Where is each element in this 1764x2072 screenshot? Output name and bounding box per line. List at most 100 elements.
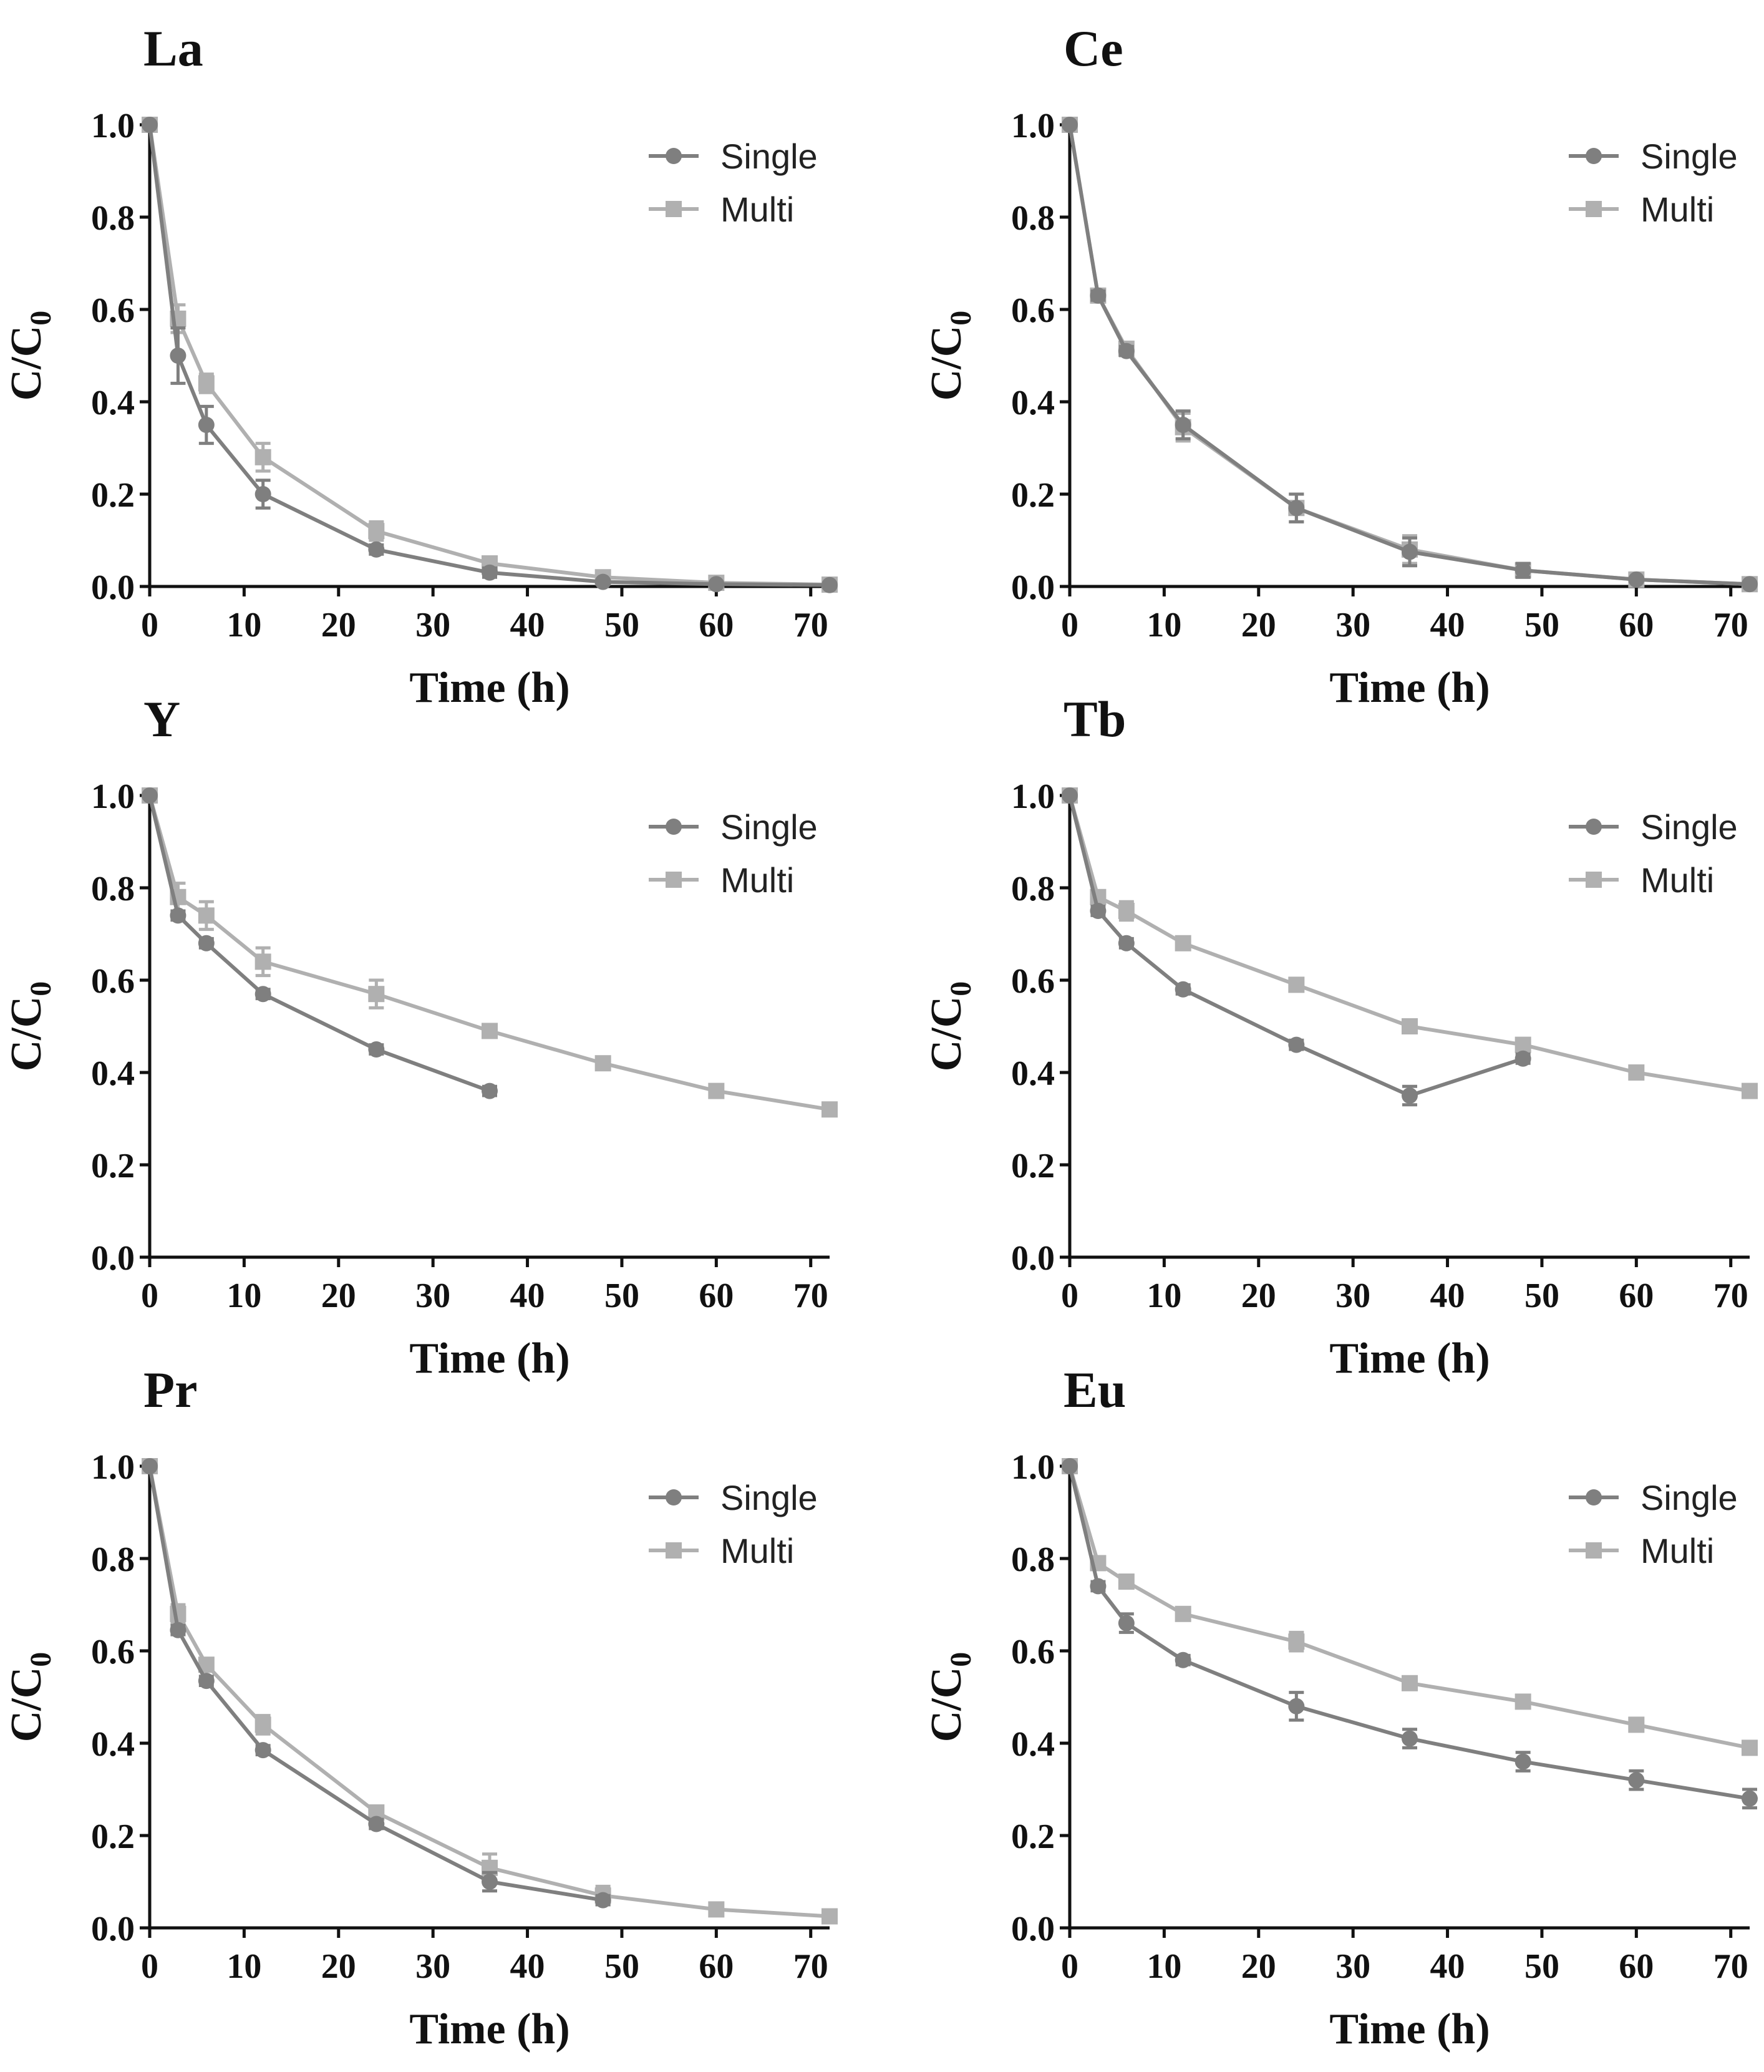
legend-marker-single [666, 148, 682, 164]
legend-label-single: Single [1640, 1478, 1738, 1517]
data-point-multi [1742, 1739, 1758, 1756]
legend: Single Multi [649, 137, 818, 229]
data-point-single [1288, 500, 1305, 517]
panel-title: Ce [1064, 20, 1123, 77]
data-point-single [1628, 1772, 1645, 1789]
x-tick-label: 40 [510, 1947, 545, 1986]
data-point-single [1402, 1087, 1418, 1104]
data-point-single [1742, 1790, 1758, 1807]
x-tick-label: 50 [604, 606, 639, 644]
x-tick-label: 10 [226, 1947, 261, 1986]
series-single [1062, 117, 1758, 593]
y-axis-label-main: C/C [2, 1667, 51, 1743]
series-single [142, 1458, 611, 1909]
panel-title: La [143, 20, 203, 77]
y-axis-label-main: C/C [923, 326, 971, 401]
data-point-single [594, 573, 611, 590]
y-tick-label: 0.8 [91, 870, 135, 908]
x-axis-label: Time (h) [1329, 2005, 1490, 2053]
legend: Single Multi [649, 1478, 818, 1570]
x-tick-label: 30 [1335, 1947, 1370, 1986]
y-axis-label-main: C/C [923, 1667, 971, 1743]
x-tick-label: 30 [1335, 1277, 1370, 1315]
x-tick-label: 60 [1619, 606, 1654, 644]
panel-title: Pr [143, 1361, 197, 1418]
y-axis-label-subscript: 0 [944, 981, 977, 996]
x-tick-label: 0 [141, 606, 158, 644]
y-tick-label: 0.6 [91, 291, 135, 330]
y-axis-label-subscript: 0 [944, 1652, 977, 1667]
y-axis-label-main: C/C [2, 996, 51, 1072]
legend-label-single: Single [720, 1478, 818, 1517]
series-line-single [148, 1466, 604, 1902]
legend-marker-single [666, 819, 682, 835]
x-tick-label: 70 [1713, 606, 1748, 644]
data-point-single [254, 1742, 271, 1759]
data-point-single [1062, 1458, 1078, 1474]
legend-marker-multi [666, 1542, 682, 1559]
data-point-single [198, 1673, 215, 1690]
x-tick-label: 60 [699, 1947, 734, 1986]
x-tick-label: 40 [1430, 1277, 1465, 1315]
series-multi [1062, 117, 1758, 593]
y-tick-label: 0.2 [1011, 1147, 1055, 1185]
x-tick-label: 20 [321, 1947, 356, 1986]
y-tick-label: 0.0 [1011, 568, 1055, 607]
panel-tb: Tb 0 10 20 30 40 50 60 70 0.0 0.2 0.4 0.6 0.8 1.0 Time … [923, 691, 1758, 1383]
x-tick-label: 30 [1335, 606, 1370, 644]
data-point-multi [1514, 1036, 1531, 1053]
x-tick-label: 10 [1146, 1277, 1181, 1315]
y-tick-label: 0.4 [91, 1725, 135, 1764]
y-tick-label: 0.2 [1011, 1817, 1055, 1856]
legend-marker-single [1586, 819, 1602, 835]
series-single [1062, 787, 1531, 1107]
x-tick-label: 20 [1241, 1277, 1276, 1315]
data-point-single [1288, 1036, 1305, 1053]
x-tick-label: 40 [510, 606, 545, 644]
data-point-single [1118, 935, 1135, 951]
data-point-multi [1118, 903, 1135, 919]
x-tick-label: 20 [1241, 1947, 1276, 1986]
data-point-single [1402, 543, 1418, 560]
x-axis-label: Time (h) [409, 664, 569, 712]
legend: Single Multi [1569, 1478, 1738, 1570]
data-point-multi [1288, 976, 1305, 993]
x-tick-label: 70 [793, 606, 828, 644]
legend-label-multi: Multi [1640, 1531, 1714, 1570]
data-point-multi [821, 1101, 838, 1118]
y-axis-label-subscript: 0 [24, 1652, 57, 1667]
data-point-single [482, 1874, 498, 1890]
series-single [142, 117, 838, 593]
panel-pr: Pr 0 10 20 30 40 50 60 70 0.0 0.2 0.4 0.6 0.8 1.0 Time … [2, 1361, 838, 2053]
x-tick-label: 60 [1619, 1277, 1654, 1315]
y-axis-label: C/C0 [2, 981, 57, 1072]
y-tick-label: 1.0 [91, 107, 135, 145]
x-tick-label: 30 [415, 606, 450, 644]
data-point-multi [708, 1082, 725, 1099]
panel-ce: Ce 0 10 20 30 40 50 60 70 0.0 0.2 0.4 0.6 0.8 1.0 Time … [923, 20, 1758, 712]
legend-label-single: Single [1640, 137, 1738, 176]
data-point-multi [1514, 1693, 1531, 1710]
legend-label-multi: Multi [720, 1531, 794, 1570]
legend-marker-multi [1586, 872, 1602, 888]
panel-la: La 0 10 20 30 40 50 60 70 0.0 0.2 0.4 0.6 0.8 1.0 Time … [2, 20, 838, 712]
y-tick-label: 0.4 [91, 384, 135, 422]
y-tick-label: 0.0 [1011, 1910, 1055, 1948]
legend-label-single: Single [720, 807, 818, 847]
data-point-single [198, 935, 215, 951]
x-axis-label: Time (h) [409, 1335, 569, 1383]
y-tick-label: 0.2 [91, 476, 135, 515]
data-point-multi [1628, 1716, 1645, 1733]
y-tick-label: 0.2 [91, 1147, 135, 1185]
panel-title: Y [143, 691, 180, 747]
legend-marker-single [666, 1489, 682, 1505]
data-point-multi [1175, 935, 1191, 951]
x-tick-label: 50 [1524, 1277, 1559, 1315]
x-tick-label: 70 [793, 1277, 828, 1315]
y-tick-label: 1.0 [91, 1448, 135, 1487]
series-multi [142, 1458, 838, 1925]
series-line-single [148, 795, 491, 1093]
legend-label-multi: Multi [720, 190, 794, 229]
data-point-single [1514, 1753, 1531, 1770]
y-tick-label: 0.6 [1011, 962, 1055, 1001]
